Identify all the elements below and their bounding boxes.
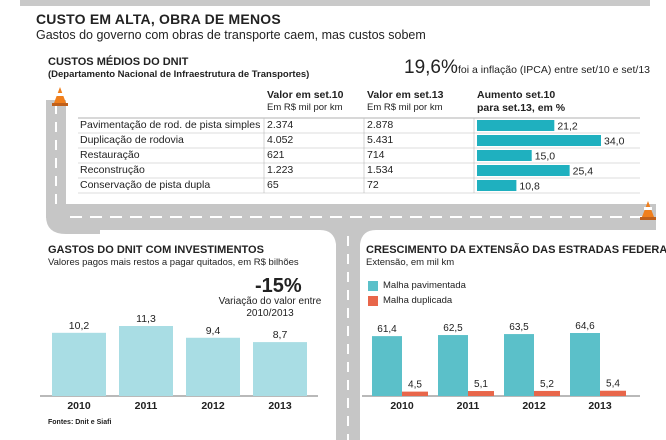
table-row-label: Reconstrução — [80, 164, 145, 176]
roads-year-label: 2013 — [588, 400, 612, 412]
increase-label: 10,8 — [519, 181, 540, 193]
increase-bar — [477, 150, 532, 161]
table-cell-set10: 1.223 — [267, 164, 294, 176]
table-cell-set13: 714 — [367, 149, 385, 161]
increase-bar — [477, 180, 517, 191]
paved-value-label: 63,5 — [509, 322, 529, 333]
top-rule — [20, 0, 650, 6]
duplicated-value-label: 5,1 — [474, 379, 488, 390]
roads-title: CRESCIMENTO DA EXTENSÃO DAS ESTRADAS FED… — [366, 244, 666, 256]
roads-subtitle: Extensão, em mil km — [366, 257, 455, 268]
spending-value-label: 11,3 — [136, 313, 156, 325]
table-cell-set13: 72 — [367, 179, 379, 191]
costs-subtitle: (Departamento Nacional de Infraestrutura… — [48, 69, 310, 80]
spending-bar — [253, 342, 307, 396]
paved-bar — [504, 334, 534, 396]
spending-year-label: 2012 — [201, 400, 225, 412]
spending-year-label: 2011 — [135, 400, 158, 412]
variation-text-line-2: 2010/2013 — [246, 308, 294, 319]
table-gridlines — [78, 117, 640, 194]
subheadline: Gastos do governo com obras de transport… — [36, 28, 426, 42]
costs-title: CUSTOS MÉDIOS DO DNIT — [48, 56, 189, 68]
roads-chart: 61,4 4,5 2010 62,5 5,1 2011 63,5 5,2 2012 64,6 5,4… — [362, 321, 640, 412]
table-cell-set10: 65 — [267, 179, 279, 191]
legend-swatch-paved — [368, 281, 378, 291]
spending-bar — [186, 337, 240, 396]
table-bars: 21,2 34,0 15,0 25,4 10,8 — [477, 120, 625, 193]
roads-year-label: 2011 — [457, 400, 480, 412]
increase-bar — [477, 165, 570, 176]
col2-title: Valor em set.13 — [367, 89, 444, 101]
table-row-label: Restauração — [80, 149, 140, 161]
traffic-cone-icon — [640, 201, 656, 220]
headline: CUSTO EM ALTA, OBRA DE MENOS — [36, 11, 281, 27]
increase-bar — [477, 120, 555, 131]
table-cell-set13: 1.534 — [367, 164, 394, 176]
col3-title-2: para set.13, em % — [477, 102, 566, 114]
duplicated-value-label: 4,5 — [408, 380, 422, 391]
spending-value-label: 10,2 — [69, 320, 90, 332]
paved-bar — [372, 336, 402, 396]
increase-label: 15,0 — [535, 151, 556, 163]
duplicated-value-label: 5,2 — [540, 379, 554, 390]
table-cell-set13: 5.431 — [367, 134, 394, 146]
spending-value-label: 9,4 — [206, 325, 221, 337]
spending-chart: 10,2 2010 11,3 2011 9,4 2012 8,7 2013 — [40, 313, 318, 412]
col1-title: Valor em set.10 — [267, 89, 344, 101]
col2-unit: Em R$ mil por km — [367, 102, 443, 113]
spending-subtitle: Valores pagos mais restos a pagar quitad… — [48, 257, 299, 268]
paved-value-label: 62,5 — [443, 323, 463, 334]
legend-label-duplicated: Malha duplicada — [383, 295, 453, 306]
spending-bar — [119, 326, 173, 396]
table-cell-set10: 4.052 — [267, 134, 294, 146]
spending-title: GASTOS DO DNIT COM INVESTIMENTOS — [48, 244, 264, 256]
col3-title: Aumento set.10 — [477, 89, 556, 101]
increase-bar — [477, 135, 601, 146]
source-note: Fontes: Dnit e Siafi — [48, 419, 112, 426]
spending-bar — [52, 332, 106, 396]
inflation-text: foi a inflação (IPCA) entre set/10 e set… — [458, 64, 651, 76]
duplicated-bar — [402, 391, 428, 396]
variation-value: -15% — [255, 275, 302, 297]
roads-year-label: 2012 — [522, 400, 546, 412]
duplicated-value-label: 5,4 — [606, 379, 620, 390]
table-row-label: Pavimentação de rod. de pista simples — [80, 119, 261, 131]
variation-text-line-1: Variação do valor entre — [218, 296, 322, 307]
duplicated-bar — [600, 390, 626, 396]
spending-value-label: 8,7 — [273, 329, 288, 341]
increase-label: 25,4 — [573, 166, 594, 178]
duplicated-bar — [468, 391, 494, 396]
paved-bar — [570, 333, 600, 396]
roads-year-label: 2010 — [390, 400, 414, 412]
legend-swatch-duplicated — [368, 296, 378, 306]
paved-value-label: 64,6 — [575, 321, 595, 332]
table-cell-set10: 2.374 — [267, 119, 294, 131]
table-row-label: Duplicação de rodovia — [80, 134, 184, 146]
table-cell-set13: 2.878 — [367, 119, 394, 131]
spending-year-label: 2013 — [268, 400, 292, 412]
spending-year-label: 2010 — [67, 400, 91, 412]
table-row-label: Conservação de pista dupla — [80, 179, 211, 191]
traffic-cone-icon — [52, 87, 68, 106]
paved-value-label: 61,4 — [377, 324, 397, 335]
paved-bar — [438, 335, 468, 396]
variation-text: Variação do valor entre 2010/2013 — [205, 296, 335, 320]
duplicated-bar — [534, 390, 560, 396]
increase-label: 34,0 — [604, 136, 625, 148]
increase-label: 21,2 — [557, 121, 578, 133]
col1-unit: Em R$ mil por km — [267, 102, 343, 113]
table-cell-set10: 621 — [267, 149, 285, 161]
inflation-value: 19,6% — [404, 57, 458, 78]
legend-label-paved: Malha pavimentada — [383, 280, 466, 291]
